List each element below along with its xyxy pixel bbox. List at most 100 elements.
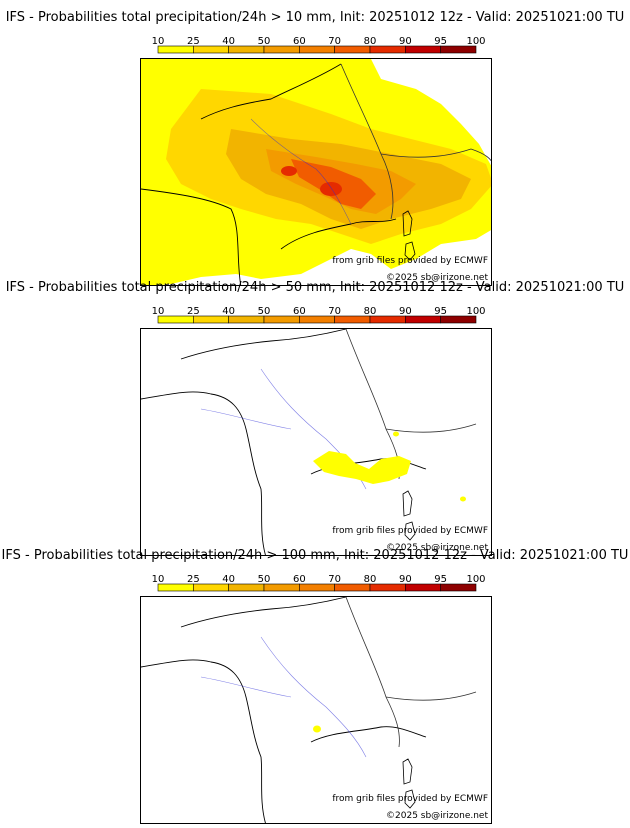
colorbar-tick-label: 95: [434, 36, 447, 47]
island: [402, 210, 413, 237]
colorbar-segment: [369, 45, 406, 54]
colorbar-segment: [334, 583, 371, 592]
colorbar-segment: [263, 315, 300, 324]
probability-map: from grib files provided by ECMWF ©2025 …: [140, 596, 492, 824]
colorbar-segment: [228, 45, 265, 54]
border: [345, 597, 400, 748]
colorbar-tick-label: 70: [328, 306, 341, 317]
colorbar-segment: [193, 583, 229, 592]
colorbar-segment: [334, 315, 371, 324]
probability-map: from grib files provided by ECMWF ©2025 …: [140, 58, 492, 286]
border: [385, 691, 477, 701]
colorbar-tick-label: 90: [399, 36, 412, 47]
colorbar-tick-label: 25: [187, 306, 200, 317]
colorbar-tick-label: 100: [466, 306, 485, 317]
coastline: [141, 659, 266, 823]
colorbar-segment: [157, 583, 194, 592]
island: [404, 789, 416, 809]
colorbar-tick-label: 40: [222, 306, 235, 317]
colorbar: 10 25 40 50 60 70 80 90 95 100: [152, 574, 486, 592]
colorbar-tick-label: 60: [293, 574, 306, 585]
colorbar-segment: [157, 45, 194, 54]
colorbar-tick-label: 25: [187, 36, 200, 47]
copyright-credit: ©2025 sb@irizone.net: [386, 811, 488, 821]
colorbar: 10 25 40 50 60 70 80 90 95 100: [152, 36, 486, 54]
border: [345, 329, 400, 480]
probability-area-10: [460, 496, 466, 502]
river: [260, 636, 367, 758]
colorbar-tick-label: 60: [293, 36, 306, 47]
copyright-credit: ©2025 sb@irizone.net: [386, 543, 488, 553]
colorbar-tick-label: 60: [293, 306, 306, 317]
colorbar-tick-label: 80: [364, 574, 377, 585]
colorbar-segment: [405, 315, 441, 324]
colorbar-segment: [193, 315, 229, 324]
colorbar-segment: [157, 315, 194, 324]
colorbar-tick-label: 100: [466, 574, 485, 585]
colorbar-tick-label: 70: [328, 36, 341, 47]
colorbar-tick-label: 90: [399, 306, 412, 317]
colorbar-tick-label: 70: [328, 574, 341, 585]
coastline: [141, 188, 242, 285]
colorbar-tick-label: 100: [466, 36, 485, 47]
data-source-credit: from grib files provided by ECMWF: [332, 526, 488, 536]
colorbar-segment: [299, 45, 335, 54]
colorbar-segment: [263, 45, 300, 54]
colorbar-tick-label: 50: [258, 36, 271, 47]
border: [380, 148, 491, 162]
coastline: [180, 597, 347, 628]
border: [340, 63, 394, 220]
colorbar-segment: [193, 45, 229, 54]
panel-title: IFS - Probabilities total precipitation/…: [5, 10, 625, 25]
river: [200, 676, 292, 698]
colorbar-segment: [405, 45, 441, 54]
border: [385, 423, 477, 433]
panel-title: IFS - Probabilities total precipitation/…: [5, 280, 625, 295]
colorbar-tick-label: 80: [364, 36, 377, 47]
island: [402, 490, 413, 517]
data-source-credit: from grib files provided by ECMWF: [332, 256, 488, 266]
colorbar-segment: [299, 315, 335, 324]
copyright-credit: ©2025 sb@irizone.net: [386, 273, 488, 283]
colorbar: 10 25 40 50 60 70 80 90 95 100: [152, 306, 486, 324]
colorbar-segment: [440, 583, 477, 592]
colorbar-segment: [405, 583, 441, 592]
colorbar-segment: [334, 45, 371, 54]
coastline: [200, 63, 342, 120]
probability-area-10: [393, 431, 399, 437]
colorbar-segment: [228, 583, 265, 592]
colorbar-tick-label: 90: [399, 574, 412, 585]
coastline: [180, 329, 347, 360]
probability-area-10: [313, 451, 411, 484]
map-panel-100mm: IFS - Probabilities total precipitation/…: [0, 548, 630, 824]
island: [402, 758, 413, 785]
map-panel-50mm: IFS - Probabilities total precipitation/…: [0, 280, 630, 556]
colorbar-tick-label: 25: [187, 574, 200, 585]
colorbar-tick-label: 50: [258, 574, 271, 585]
colorbar-tick-label: 10: [152, 36, 165, 47]
coastline: [141, 391, 266, 555]
colorbar-segment: [369, 583, 406, 592]
island: [404, 241, 416, 261]
colorbar-tick-label: 50: [258, 306, 271, 317]
probability-area-80: [281, 166, 297, 176]
colorbar-segment: [369, 315, 406, 324]
colorbar-segment: [228, 315, 265, 324]
probability-area-10: [313, 725, 321, 733]
colorbar-segment: [440, 45, 477, 54]
colorbar-tick-label: 10: [152, 574, 165, 585]
panel-title: IFS - Probabilities total precipitation/…: [1, 548, 629, 563]
colorbar-tick-label: 80: [364, 306, 377, 317]
colorbar-tick-label: 95: [434, 574, 447, 585]
probability-area-80: [320, 182, 342, 196]
island: [404, 521, 416, 541]
probability-map: from grib files provided by ECMWF ©2025 …: [140, 328, 492, 556]
colorbar-tick-label: 40: [222, 36, 235, 47]
river: [200, 408, 292, 430]
colorbar-tick-label: 40: [222, 574, 235, 585]
colorbar-segment: [263, 583, 300, 592]
colorbar-segment: [299, 583, 335, 592]
data-source-credit: from grib files provided by ECMWF: [332, 794, 488, 804]
colorbar-segment: [440, 315, 477, 324]
river: [250, 118, 352, 225]
